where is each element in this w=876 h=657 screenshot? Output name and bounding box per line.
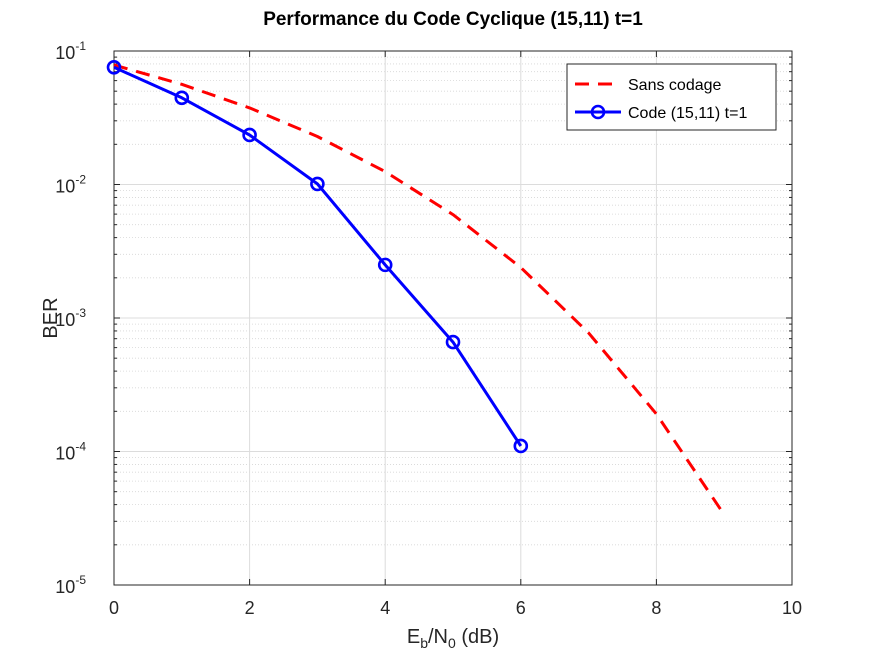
legend-marker-code (590, 104, 606, 120)
x-tick-label: 4 (380, 598, 390, 618)
x-axis-label-sub-b: b (420, 635, 428, 651)
y-tick-exponent: -4 (75, 440, 86, 454)
x-axis-label-sub-0: 0 (448, 635, 456, 651)
y-tick-base: 10 (55, 43, 75, 63)
y-tick-exponent: -1 (75, 39, 86, 53)
y-tick-exponent: -5 (75, 573, 86, 587)
y-tick-label: 10-4 (55, 440, 86, 464)
y-tick-base: 10 (55, 444, 75, 464)
legend-box (566, 63, 777, 131)
y-axis-label: BER (40, 297, 62, 338)
chart-title: Performance du Code Cyclique (15,11) t=1 (263, 9, 643, 30)
x-axis-label-unit: (dB) (456, 626, 499, 648)
y-tick-exponent: -3 (75, 306, 86, 320)
y-tick-label: 10-5 (55, 573, 86, 597)
legend-label-sans-codage: Sans codage (628, 77, 722, 94)
legend-label-code: Code (15,11) t=1 (628, 105, 747, 122)
y-tick-base: 10 (55, 577, 75, 597)
x-axis-label-n: /N (428, 626, 448, 648)
series-point-code (174, 90, 190, 106)
x-axis-label-e: E (407, 626, 420, 648)
legend: Sans codage Code (15,11) t=1 (566, 63, 777, 131)
series-line-sans-codage (113, 63, 726, 516)
series-point-code (106, 59, 122, 75)
series-line-code (113, 65, 523, 447)
series-point-code (513, 438, 529, 454)
x-tick-label: 2 (245, 598, 255, 618)
y-tick-label: 10-1 (55, 39, 86, 63)
series-point-code (242, 127, 257, 143)
x-tick-label: 8 (651, 598, 661, 618)
y-tick-base: 10 (55, 177, 75, 197)
x-axis-label: Eb/N0 (dB) (407, 626, 499, 651)
series-point-code (377, 257, 393, 273)
x-tick-label: 10 (782, 598, 802, 618)
series-point-code (445, 334, 461, 350)
grid-layer (113, 50, 793, 586)
series-layer (106, 59, 726, 516)
x-tick-label: 0 (109, 598, 119, 618)
y-tick-label: 10-3 (55, 306, 86, 330)
y-tick-label: 10-2 (55, 173, 86, 197)
x-tick-label: 6 (516, 598, 526, 618)
series-point-code (310, 176, 325, 192)
y-tick-base: 10 (55, 310, 75, 330)
y-tick-exponent: -2 (75, 173, 86, 187)
